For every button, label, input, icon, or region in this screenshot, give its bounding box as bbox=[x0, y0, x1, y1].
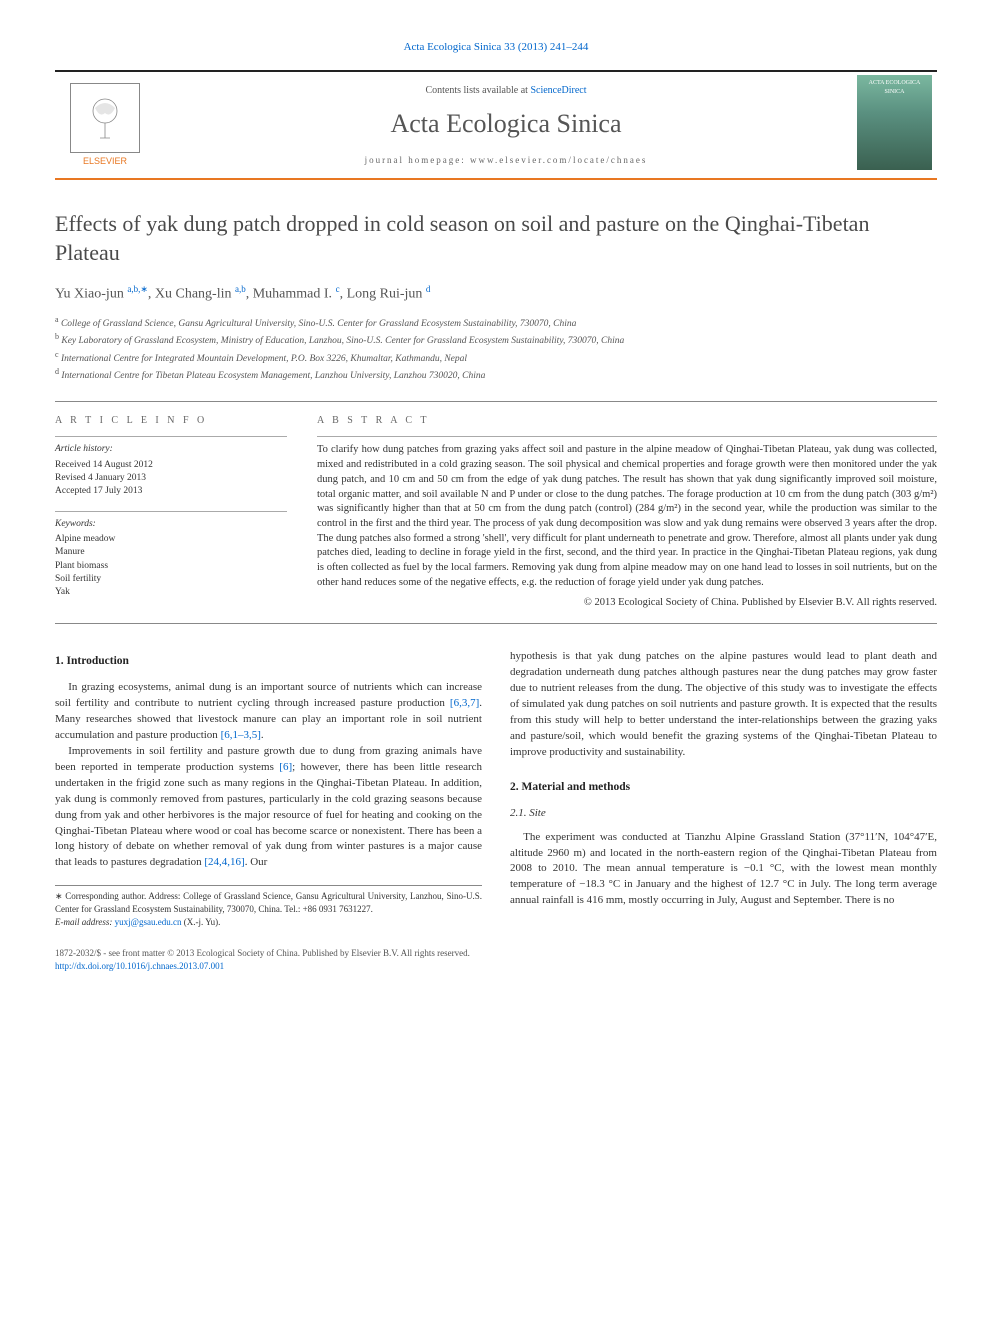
keyword-2: Plant biomass bbox=[55, 560, 287, 573]
header-center: Contents lists available at ScienceDirec… bbox=[155, 84, 857, 167]
journal-header: ELSEVIER Contents lists available at Sci… bbox=[55, 70, 937, 180]
publisher-name: ELSEVIER bbox=[70, 155, 140, 168]
affiliations: a College of Grassland Science, Gansu Ag… bbox=[55, 314, 937, 384]
article-info-heading: a r t i c l e i n f o bbox=[55, 414, 287, 428]
site-para-1: The experiment was conducted at Tianzhu … bbox=[510, 830, 937, 910]
section-2-1-heading: 2.1. Site bbox=[510, 806, 937, 822]
doi-link[interactable]: http://dx.doi.org/10.1016/j.chnaes.2013.… bbox=[55, 961, 224, 971]
info-abstract-row: a r t i c l e i n f o Article history: R… bbox=[55, 401, 937, 624]
footer-copyright: 1872-2032/$ - see front matter © 2013 Ec… bbox=[55, 947, 937, 960]
abstract-text: To clarify how dung patches from grazing… bbox=[317, 443, 937, 590]
intro-para-2a: Improvements in soil fertility and pastu… bbox=[55, 744, 482, 872]
journal-name: Acta Ecologica Sinica bbox=[155, 106, 857, 142]
intro-para-1: In grazing ecosystems, animal dung is an… bbox=[55, 680, 482, 744]
keyword-3: Soil fertility bbox=[55, 573, 287, 586]
section-1-heading: 1. Introduction bbox=[55, 653, 482, 670]
abstract-column: a b s t r a c t To clarify how dung patc… bbox=[302, 402, 937, 623]
keyword-4: Yak bbox=[55, 586, 287, 599]
history-label: Article history: bbox=[55, 443, 287, 456]
body-text: 1. Introduction In grazing ecosystems, a… bbox=[55, 649, 937, 929]
history-revised: Revised 4 January 2013 bbox=[55, 472, 287, 485]
history-received: Received 14 August 2012 bbox=[55, 459, 287, 472]
publisher-logo-block: ELSEVIER bbox=[55, 75, 155, 175]
email-label: E-mail address: bbox=[55, 917, 115, 927]
article-history-block: Article history: Received 14 August 2012… bbox=[55, 436, 287, 498]
email-address[interactable]: yuxj@gsau.edu.cn bbox=[115, 917, 182, 927]
elsevier-tree-icon bbox=[70, 83, 140, 153]
article-info-column: a r t i c l e i n f o Article history: R… bbox=[55, 402, 302, 623]
authors-line: Yu Xiao-jun a,b,∗, Xu Chang-lin a,b, Muh… bbox=[55, 283, 937, 304]
intro-para-2b: hypothesis is that yak dung patches on t… bbox=[510, 649, 937, 761]
abstract-copyright: © 2013 Ecological Society of China. Publ… bbox=[317, 596, 937, 611]
contents-prefix: Contents lists available at bbox=[425, 85, 530, 96]
contents-available: Contents lists available at ScienceDirec… bbox=[155, 84, 857, 98]
abstract-heading: a b s t r a c t bbox=[317, 414, 937, 428]
cover-thumbnail: ACTA ECOLOGICA SINICA bbox=[857, 75, 932, 170]
keywords-block: Keywords: Alpine meadow Manure Plant bio… bbox=[55, 511, 287, 600]
journal-homepage: journal homepage: www.elsevier.com/locat… bbox=[155, 154, 857, 167]
history-accepted: Accepted 17 July 2013 bbox=[55, 485, 287, 498]
keyword-1: Manure bbox=[55, 546, 287, 559]
page-footer: 1872-2032/$ - see front matter © 2013 Ec… bbox=[55, 947, 937, 972]
section-2-heading: 2. Material and methods bbox=[510, 779, 937, 796]
footnote-email: E-mail address: yuxj@gsau.edu.cn (X.-j. … bbox=[55, 916, 482, 929]
email-suffix: (X.-j. Yu). bbox=[181, 917, 220, 927]
keyword-0: Alpine meadow bbox=[55, 533, 287, 546]
keywords-label: Keywords: bbox=[55, 518, 287, 531]
sciencedirect-link[interactable]: ScienceDirect bbox=[530, 85, 586, 96]
journal-cover: ACTA ECOLOGICA SINICA bbox=[857, 75, 937, 175]
footnote-line-1: ∗ Corresponding author. Address: College… bbox=[55, 890, 482, 916]
corresponding-author-footnote: ∗ Corresponding author. Address: College… bbox=[55, 885, 482, 929]
article-title: Effects of yak dung patch dropped in col… bbox=[55, 210, 937, 267]
journal-reference: Acta Ecologica Sinica 33 (2013) 241–244 bbox=[55, 40, 937, 55]
